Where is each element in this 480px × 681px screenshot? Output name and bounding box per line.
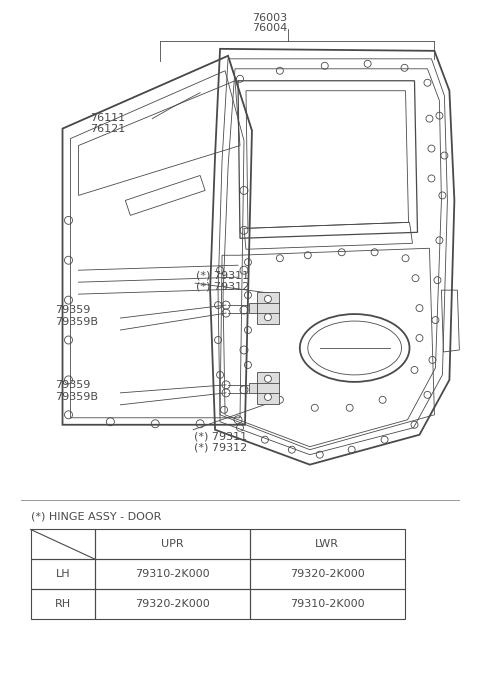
- Text: 79359B: 79359B: [56, 317, 98, 327]
- Text: 76004: 76004: [252, 23, 288, 33]
- Circle shape: [264, 314, 271, 321]
- Text: 79359: 79359: [56, 305, 91, 315]
- Text: (*) 79312: (*) 79312: [196, 281, 250, 291]
- Bar: [31, 529, 96, 559]
- Text: 76111: 76111: [90, 112, 126, 123]
- Polygon shape: [257, 372, 279, 404]
- Text: 76003: 76003: [252, 13, 288, 23]
- Polygon shape: [249, 303, 257, 313]
- Text: LWR: LWR: [315, 539, 339, 550]
- Text: LH: LH: [56, 569, 71, 580]
- Text: 79359: 79359: [56, 380, 91, 390]
- Text: 79310-2K000: 79310-2K000: [290, 599, 364, 609]
- Text: UPR: UPR: [161, 539, 184, 550]
- Circle shape: [264, 296, 271, 302]
- Text: 79320-2K000: 79320-2K000: [290, 569, 365, 580]
- Bar: [250, 559, 405, 589]
- Bar: [96, 529, 250, 559]
- Bar: [250, 529, 405, 559]
- Polygon shape: [257, 292, 279, 324]
- Text: 76121: 76121: [90, 124, 126, 133]
- Text: (*) HINGE ASSY - DOOR: (*) HINGE ASSY - DOOR: [31, 511, 161, 522]
- Circle shape: [264, 394, 271, 400]
- Bar: [250, 589, 405, 619]
- Text: RH: RH: [55, 599, 71, 609]
- Text: 79359B: 79359B: [56, 392, 98, 402]
- Text: 79310-2K000: 79310-2K000: [135, 569, 210, 580]
- Bar: [96, 589, 250, 619]
- Bar: [96, 559, 250, 589]
- Text: (*) 79311: (*) 79311: [194, 432, 247, 442]
- Polygon shape: [249, 383, 257, 393]
- Text: (*) 79311: (*) 79311: [196, 270, 249, 280]
- Bar: [31, 559, 96, 589]
- Text: (*) 79312: (*) 79312: [194, 443, 247, 453]
- Circle shape: [264, 375, 271, 382]
- Bar: [31, 589, 96, 619]
- Text: 79320-2K000: 79320-2K000: [135, 599, 210, 609]
